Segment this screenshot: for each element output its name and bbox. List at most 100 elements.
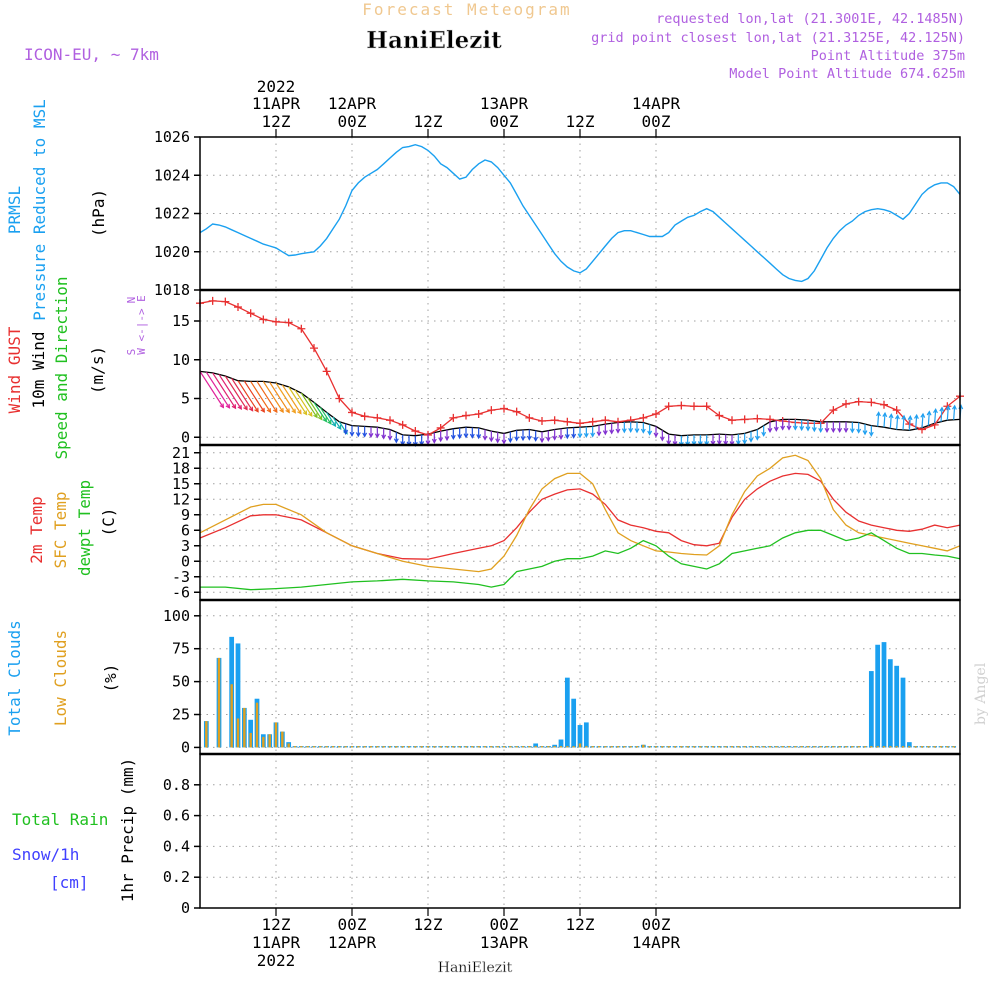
low-cloud-bar	[363, 746, 366, 748]
wind-arrow	[940, 407, 943, 422]
wind-arrow-head	[792, 425, 798, 431]
wind-arrow-head	[260, 407, 265, 413]
wind-arrow	[256, 381, 278, 413]
y-tick-label: 50	[172, 673, 190, 691]
wind-arrow	[313, 402, 327, 422]
low-cloud-bar	[376, 746, 379, 748]
wind-arrow	[262, 381, 284, 413]
low-cloud-bar	[604, 746, 607, 748]
wind-arrow	[307, 397, 323, 420]
y-tick-label: 0.4	[163, 837, 190, 855]
wind-arrow-head	[811, 427, 817, 433]
low-cloud-bar	[274, 722, 278, 748]
wind-arrow	[269, 381, 290, 413]
gust-marker	[386, 416, 394, 425]
bottom-hour-label: 12Z	[414, 915, 443, 934]
top-hour-label: 00Z	[338, 112, 367, 131]
wind-arrow-head	[243, 405, 248, 411]
low-cloud-bar	[857, 746, 860, 748]
total-cloud-bar	[875, 644, 881, 748]
low-cloud-bar	[819, 746, 822, 748]
low-cloud-bar	[800, 746, 803, 748]
total-cloud-bar	[577, 725, 583, 748]
wind-arrow-head	[799, 426, 805, 432]
low-cloud-bar	[566, 746, 569, 748]
gust-marker	[525, 413, 534, 422]
wind-arrow-head	[805, 426, 811, 432]
total-cloud-bar	[887, 659, 893, 748]
gust-marker	[310, 344, 318, 353]
wind-arrow-head	[773, 426, 779, 432]
total-cloud-bar	[881, 642, 887, 748]
low-cloud-bar	[743, 746, 746, 748]
wind-arrow-head	[526, 435, 532, 441]
compass-west-east: W <-|-> E	[135, 295, 148, 355]
y-tick-label: 12	[172, 490, 190, 508]
y-tick-label: 1024	[154, 166, 190, 184]
wind-arrow	[896, 415, 899, 430]
sfc-temp-label: SFC Temp	[51, 491, 70, 568]
wind-arrow-head	[875, 411, 881, 417]
gust-marker	[563, 417, 572, 426]
wind-arrow-head	[387, 435, 393, 441]
gust-marker	[221, 297, 230, 306]
low-cloud-bar	[756, 746, 759, 748]
low-cloud-bar	[661, 746, 664, 748]
gust-marker	[487, 406, 496, 415]
bottom-date-label: 13APR	[480, 933, 529, 952]
wind-arrow-head	[945, 404, 951, 411]
total-cloud-bar	[583, 722, 589, 748]
wind-arrow-head	[754, 435, 760, 441]
total-cloud-bar	[558, 739, 564, 748]
low-cloud-bar	[382, 746, 385, 748]
wind-speed-label: 10m Wind	[29, 331, 48, 408]
low-cloud-bar	[433, 746, 436, 748]
low-cloud-bar	[610, 746, 613, 748]
wind-arrow	[212, 372, 236, 409]
wind-arrow-head	[393, 438, 399, 444]
wind-arrow	[946, 406, 949, 421]
y-tick-label: 0	[181, 899, 190, 917]
y-tick-label: 1020	[154, 243, 190, 261]
low-cloud-bar	[559, 746, 563, 748]
gridpoint-coords: grid point closest lon,lat (21.3125E, 42…	[591, 30, 965, 46]
y-tick-label: 0.6	[163, 807, 190, 825]
low-cloud-bar	[319, 746, 322, 748]
wind-arrow-head	[615, 428, 621, 434]
gust-marker	[943, 402, 952, 411]
pressure-line	[199, 143, 961, 283]
gust-marker	[550, 416, 559, 425]
low-cloud-bar	[528, 746, 531, 748]
wind-arrow-head	[888, 413, 894, 419]
gust-marker	[462, 411, 470, 420]
total-cloud-bar	[235, 643, 241, 748]
wind-arrow-head	[640, 428, 646, 434]
low-cloud-bar	[515, 746, 518, 748]
low-cloud-bar	[787, 746, 791, 748]
wind-arrow-head	[495, 438, 501, 444]
wind-arrow	[218, 374, 242, 410]
gust-marker	[360, 412, 369, 421]
low-cloud-bar	[243, 707, 246, 748]
gust-marker	[702, 402, 711, 411]
gust-marker	[588, 417, 597, 426]
gust-marker	[234, 303, 242, 312]
wind-arrow	[902, 415, 905, 430]
pressure-label-1: PRMSL	[5, 186, 24, 234]
low-cloud-bar	[483, 746, 487, 748]
low-cloud-bar	[344, 746, 347, 748]
y-tick-label: 15	[172, 475, 190, 493]
wind-arrow	[326, 412, 336, 427]
total-cloud-bar	[868, 671, 874, 748]
wind-arrow-head	[450, 434, 456, 440]
low-cloud-bar	[401, 746, 404, 748]
wind-arrow-head	[564, 434, 570, 440]
low-cloud-bar	[832, 746, 835, 748]
wind-arrow-head	[583, 432, 589, 439]
wind-arrow-head	[368, 432, 374, 439]
wind-arrow-head	[742, 439, 748, 445]
wind-arrow-head	[307, 411, 313, 417]
wind-arrow-head	[939, 406, 945, 412]
wind-gust-label: Wind GUST	[5, 326, 24, 413]
footer-station: HaniElezit	[438, 960, 513, 976]
